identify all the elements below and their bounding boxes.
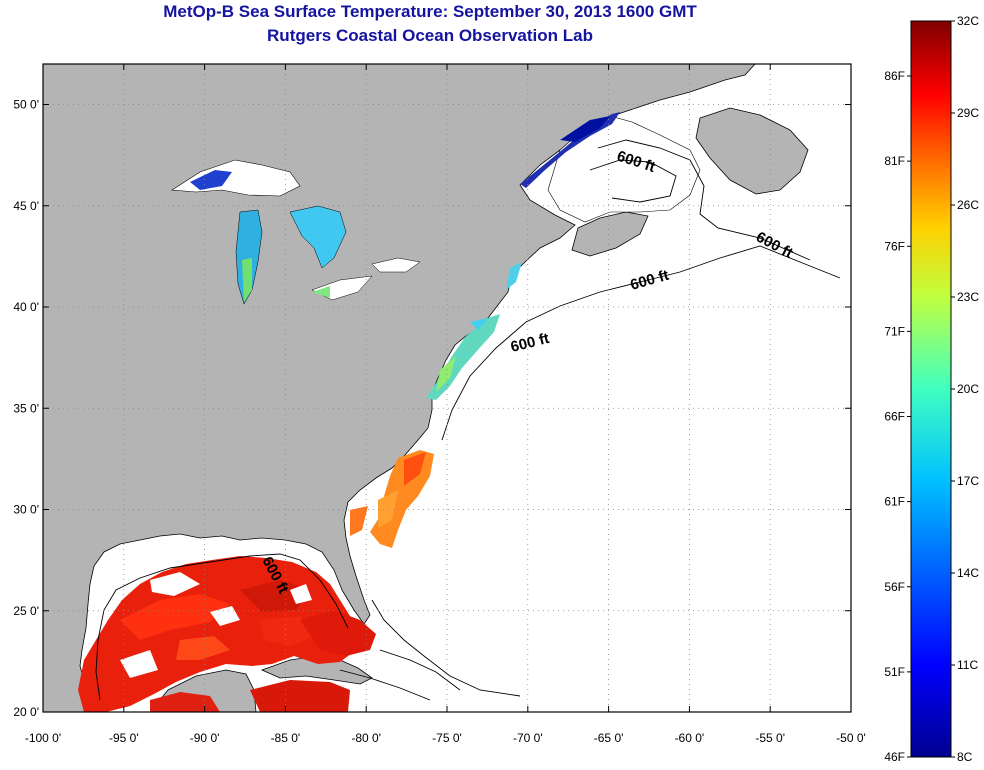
sst-caribbean (300, 610, 376, 656)
colorbar-label-celsius: 23C (957, 290, 979, 304)
colorbar-label-fahrenheit: 46F (884, 750, 905, 764)
colorbar-label-celsius: 20C (957, 382, 979, 396)
colorbar-label-celsius: 11C (957, 658, 978, 672)
y-tick-label: 35 0' (13, 401, 39, 415)
map-grid (43, 64, 851, 712)
colorbar-label-fahrenheit: 61F (884, 495, 905, 509)
x-tick-label: -70 0' (513, 731, 543, 745)
y-tick-label: 30 0' (13, 503, 39, 517)
y-tick-label: 25 0' (13, 604, 39, 618)
y-tick-label: 50 0' (13, 98, 39, 112)
colorbar-label-celsius: 26C (957, 198, 979, 212)
colorbar-labels: 32C 29C 26C 23C 20C 17C 14C 11C 8C 86F 81F 76F 71F 66… (884, 14, 979, 764)
depth-contours (95, 139, 841, 701)
colorbar-label-celsius: 32C (957, 14, 979, 28)
map-title: MetOp-B Sea Surface Temperature: Septemb… (163, 2, 697, 21)
st-lawrence-gulf (547, 115, 701, 223)
colorbar-label-celsius: 29C (957, 106, 979, 120)
nova-scotia-land (571, 211, 649, 257)
x-tick-label: -85 0' (271, 731, 301, 745)
x-tick-label: -100 0' (25, 731, 61, 745)
y-tick-label: 40 0' (13, 300, 39, 314)
colorbar-label-fahrenheit: 71F (884, 324, 905, 338)
colorbar-label-fahrenheit: 86F (884, 69, 905, 83)
x-tick-label: -65 0' (594, 731, 624, 745)
colorbar-label-fahrenheit: 76F (884, 239, 905, 253)
x-tick-label: -80 0' (351, 731, 381, 745)
x-tick-label: -50 0' (836, 731, 866, 745)
x-tick-label: -60 0' (675, 731, 705, 745)
y-axis-ticks: 50 0' 45 0' 40 0' 35 0' 30 0' 25 0' 20 0' (13, 98, 851, 719)
x-tick-label: -55 0' (755, 731, 785, 745)
sst-colorbar (910, 20, 952, 758)
colorbar-label-fahrenheit: 81F (884, 154, 905, 168)
colorbar-label-celsius: 14C (957, 566, 979, 580)
sst-st-lawrence (520, 112, 620, 188)
x-axis-ticks: -100 0' -95 0' -90 0' -85 0' -80 0' -75 0' -70… (25, 64, 866, 745)
y-tick-label: 20 0' (13, 705, 39, 719)
map-subtitle: Rutgers Coastal Ocean Observation Lab (267, 26, 593, 45)
y-tick-label: 45 0' (13, 199, 39, 213)
x-tick-label: -95 0' (109, 731, 139, 745)
x-tick-label: -75 0' (432, 731, 462, 745)
colorbar-label-fahrenheit: 66F (884, 410, 905, 424)
colorbar-label-fahrenheit: 51F (884, 665, 905, 679)
colorbar-label-fahrenheit: 56F (884, 580, 905, 594)
newfoundland-land (695, 107, 809, 195)
colorbar-label-celsius: 17C (957, 474, 979, 488)
great-lakes (171, 159, 421, 305)
colorbar-label-celsius: 8C (957, 750, 973, 764)
north-america-land (43, 64, 756, 712)
x-tick-label: -90 0' (190, 731, 220, 745)
